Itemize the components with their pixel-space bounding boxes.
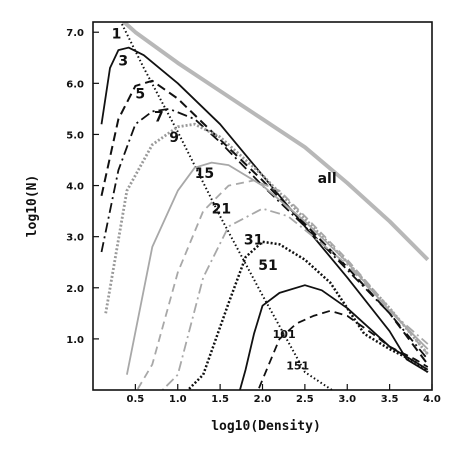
y-axis-label: log10(N): [25, 175, 40, 238]
y-tick-label: 5.0: [66, 130, 84, 141]
series-line-21: [136, 179, 429, 390]
y-axis: 1.0 2.0 3.0 4.0 5.0 6.0 7.0: [66, 28, 99, 346]
x-tick-label: 3.0: [338, 394, 356, 405]
x-tick-label: 2.0: [254, 394, 272, 405]
series-line-3: [100, 46, 429, 373]
x-tick-label: 1.5: [211, 394, 229, 405]
series-line-151: [257, 309, 429, 390]
series-group: [100, 22, 430, 390]
x-tick-label: 4.0: [423, 394, 441, 405]
series-label-51: 51: [258, 258, 277, 274]
series-labels: all 1 3 579 15 21 31 51 101 151: [112, 26, 337, 372]
series-line-31: [161, 207, 429, 390]
x-tick-label: 0.5: [127, 394, 145, 405]
x-axis-label: log10(Density): [211, 419, 321, 434]
series-line-all: [121, 22, 430, 262]
series-line-1: [119, 22, 334, 390]
series-label-15: 15: [195, 166, 214, 182]
x-axis: 0.5 1.0 1.5 2.0 2.5 3.0 3.5 4.0: [127, 384, 441, 405]
x-tick-label: 1.0: [169, 394, 187, 405]
series-label-31: 31: [244, 232, 263, 248]
series-label-21: 21: [212, 202, 231, 218]
y-tick-label: 2.0: [66, 284, 84, 295]
series-label-5: 5: [135, 87, 145, 103]
y-tick-label: 1.0: [66, 335, 84, 346]
series-label-7: 7: [154, 110, 164, 126]
y-tick-label: 7.0: [66, 28, 84, 39]
series-line-5: [100, 79, 429, 365]
series-label-1: 1: [112, 26, 122, 42]
y-tick-label: 6.0: [66, 79, 84, 90]
x-tick-label: 3.5: [381, 394, 399, 405]
series-label-3: 3: [118, 53, 128, 69]
y-tick-label: 3.0: [66, 233, 84, 244]
series-label-all: all: [318, 171, 337, 187]
x-tick-label: 2.5: [296, 394, 314, 405]
series-label-101: 101: [273, 328, 296, 341]
series-label-9: 9: [169, 130, 179, 146]
series-line-15: [126, 161, 429, 375]
series-label-151: 151: [286, 360, 309, 373]
series-line-7: [100, 108, 429, 360]
y-tick-label: 4.0: [66, 182, 84, 193]
